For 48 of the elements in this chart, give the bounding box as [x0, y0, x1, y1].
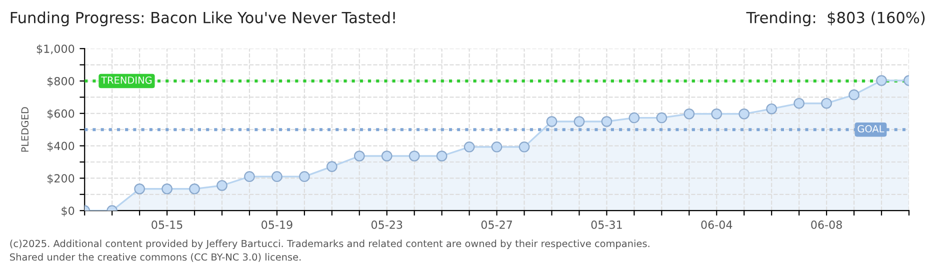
point — [876, 75, 887, 86]
point — [821, 98, 832, 109]
x-tick-label: 05-19 — [262, 220, 292, 229]
point — [656, 112, 668, 124]
point — [354, 150, 365, 162]
point — [628, 112, 640, 124]
point — [162, 183, 172, 194]
x-tick-label: 06-08 — [811, 220, 842, 229]
x-tick-label: 05-31 — [591, 220, 622, 229]
ref-line-label: GOAL — [858, 125, 884, 132]
point — [244, 171, 255, 182]
point — [848, 89, 860, 100]
point — [408, 150, 420, 162]
chart-subtitle: Trending: $803 (160%) — [746, 12, 925, 26]
point — [464, 142, 475, 152]
y-axis-title: PLEDGED — [21, 107, 29, 152]
y-tick-label: $1,000 — [36, 44, 74, 54]
point — [574, 116, 585, 127]
text: (c)2025. Additional content provided by Jeffery Bartucci. Trademarks and related content are owned by their respective companies. — [10, 240, 650, 250]
point — [766, 103, 777, 114]
point — [684, 108, 695, 120]
point — [216, 180, 228, 191]
point — [134, 183, 145, 194]
chart-title: Funding Progress: Bacon Like You've Never Tasted! — [10, 12, 395, 26]
y-tick-label: $600 — [48, 109, 74, 120]
point — [326, 161, 338, 172]
point — [794, 98, 804, 109]
text: Shared under the creative commons (CC BY-NC 3.0) license. — [10, 253, 301, 262]
y-tick-label: $800 — [48, 76, 74, 87]
x-tick-label: 05-27 — [481, 220, 512, 229]
point — [491, 142, 502, 152]
point — [518, 142, 530, 152]
point — [546, 116, 558, 127]
point — [189, 183, 200, 194]
point — [436, 150, 448, 162]
point — [299, 171, 310, 182]
point — [711, 108, 722, 120]
x-tick-label: 05-15 — [152, 220, 182, 229]
point — [601, 116, 612, 127]
y-tick-label: $200 — [48, 174, 74, 184]
y-tick-label: $400 — [48, 142, 74, 152]
y-tick-label: $0 — [62, 206, 74, 216]
point — [738, 108, 750, 120]
x-tick-label: 06-04 — [701, 220, 732, 229]
x-tick-label: 05-23 — [371, 220, 402, 229]
point — [381, 150, 392, 162]
ref-line-label: TRENDING — [101, 76, 152, 84]
point — [272, 171, 282, 182]
